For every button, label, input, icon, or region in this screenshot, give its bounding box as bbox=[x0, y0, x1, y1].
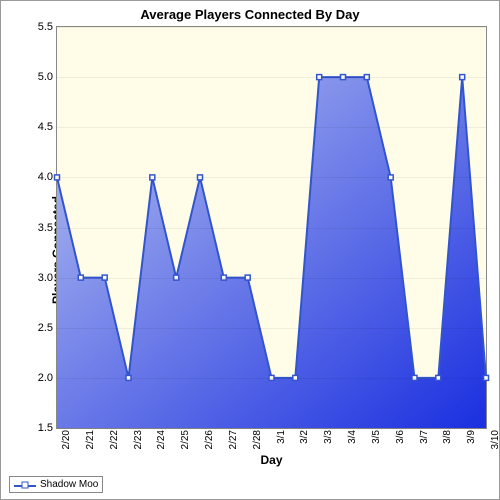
y-tick-label: 1.5 bbox=[38, 422, 53, 434]
x-tick-label: 3/9 bbox=[466, 430, 477, 444]
x-tick-label: 3/5 bbox=[371, 430, 382, 444]
x-tick-label: 3/3 bbox=[323, 430, 334, 444]
x-tick-label: 3/10 bbox=[490, 430, 500, 449]
gridline-h bbox=[57, 228, 486, 229]
y-tick-label: 2.0 bbox=[38, 372, 53, 384]
gridline-h bbox=[57, 428, 486, 429]
x-tick-label: 3/4 bbox=[347, 430, 358, 444]
x-tick-label: 3/8 bbox=[442, 430, 453, 444]
gridline-h bbox=[57, 27, 486, 28]
gridline-h bbox=[57, 127, 486, 128]
gridline-h bbox=[57, 77, 486, 78]
x-tick-label: 2/25 bbox=[180, 430, 191, 449]
x-tick-label: 3/1 bbox=[276, 430, 287, 444]
x-tick-label: 2/24 bbox=[156, 430, 167, 449]
gridline-h bbox=[57, 177, 486, 178]
x-tick-label: 2/21 bbox=[85, 430, 96, 449]
x-tick-label: 3/6 bbox=[395, 430, 406, 444]
gridline-h bbox=[57, 378, 486, 379]
x-tick-label: 2/26 bbox=[204, 430, 215, 449]
legend-label: Shadow Moo bbox=[40, 479, 98, 490]
x-tick-label: 2/28 bbox=[252, 430, 263, 449]
plot-area: 1.52.02.53.03.54.04.55.05.52/202/212/222… bbox=[56, 26, 487, 429]
x-tick-label: 2/23 bbox=[133, 430, 144, 449]
x-tick-label: 2/20 bbox=[61, 430, 72, 449]
gridline-h bbox=[57, 278, 486, 279]
y-tick-label: 5.5 bbox=[38, 21, 53, 33]
y-tick-label: 2.5 bbox=[38, 322, 53, 334]
gridline-h bbox=[57, 328, 486, 329]
x-tick-label: 3/2 bbox=[299, 430, 310, 444]
x-tick-label: 3/7 bbox=[419, 430, 430, 444]
y-tick-label: 3.5 bbox=[38, 222, 53, 234]
legend-swatch bbox=[14, 480, 36, 490]
x-axis-label: Day bbox=[56, 453, 487, 467]
x-tick-label: 2/27 bbox=[228, 430, 239, 449]
y-tick-label: 4.0 bbox=[38, 171, 53, 183]
x-tick-label: 2/22 bbox=[109, 430, 120, 449]
y-tick-label: 3.0 bbox=[38, 272, 53, 284]
y-tick-label: 4.5 bbox=[38, 121, 53, 133]
y-tick-label: 5.0 bbox=[38, 71, 53, 83]
legend: Shadow Moo bbox=[9, 476, 103, 493]
chart-title: Average Players Connected By Day bbox=[1, 7, 499, 22]
chart-container: Average Players Connected By Day Players… bbox=[0, 0, 500, 500]
